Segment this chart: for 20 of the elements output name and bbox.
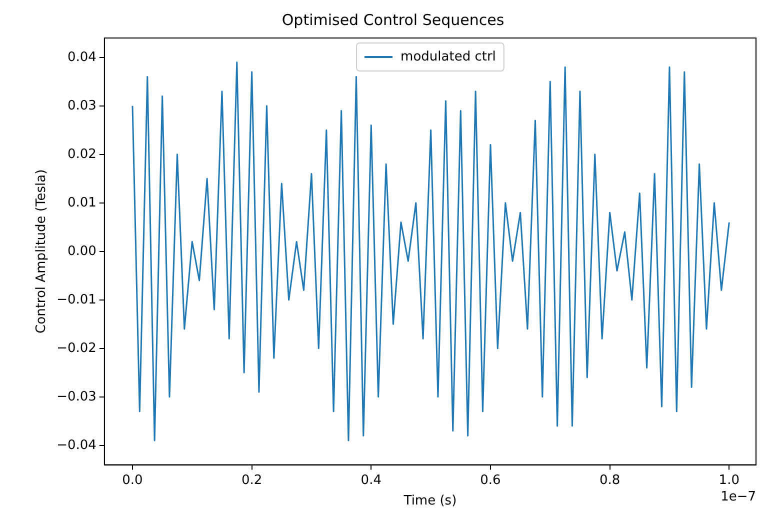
- y-axis-title: Control Amplitude (Tesla): [34, 169, 50, 334]
- y-tick-label: −0.01: [56, 292, 96, 308]
- x-tick-label: 0.2: [241, 472, 262, 488]
- text: 1e−7: [720, 490, 756, 505]
- y-tick-label: 0.03: [67, 98, 96, 114]
- x-tick-label: 0.0: [122, 472, 143, 488]
- y-tick-label: −0.04: [56, 438, 96, 453]
- chart-title: Optimised Control Sequences: [282, 10, 504, 29]
- y-tick-label: −0.02: [56, 340, 96, 356]
- x-axis-title: Time (s): [402, 494, 457, 509]
- x-tick-label: 0.4: [360, 472, 382, 488]
- y-tick-label: 0.01: [67, 195, 96, 210]
- x-tick-label: 0.8: [599, 472, 620, 488]
- x-tick-label: 1.0: [718, 472, 740, 488]
- y-tick-label: 0.00: [67, 244, 96, 259]
- y-tick-label: 0.02: [67, 146, 96, 162]
- y-tick-label: 0.04: [67, 50, 96, 65]
- x-tick-label: 0.6: [480, 472, 501, 488]
- legend-label: modulated ctrl: [400, 49, 496, 64]
- y-tick-label: −0.03: [56, 389, 96, 404]
